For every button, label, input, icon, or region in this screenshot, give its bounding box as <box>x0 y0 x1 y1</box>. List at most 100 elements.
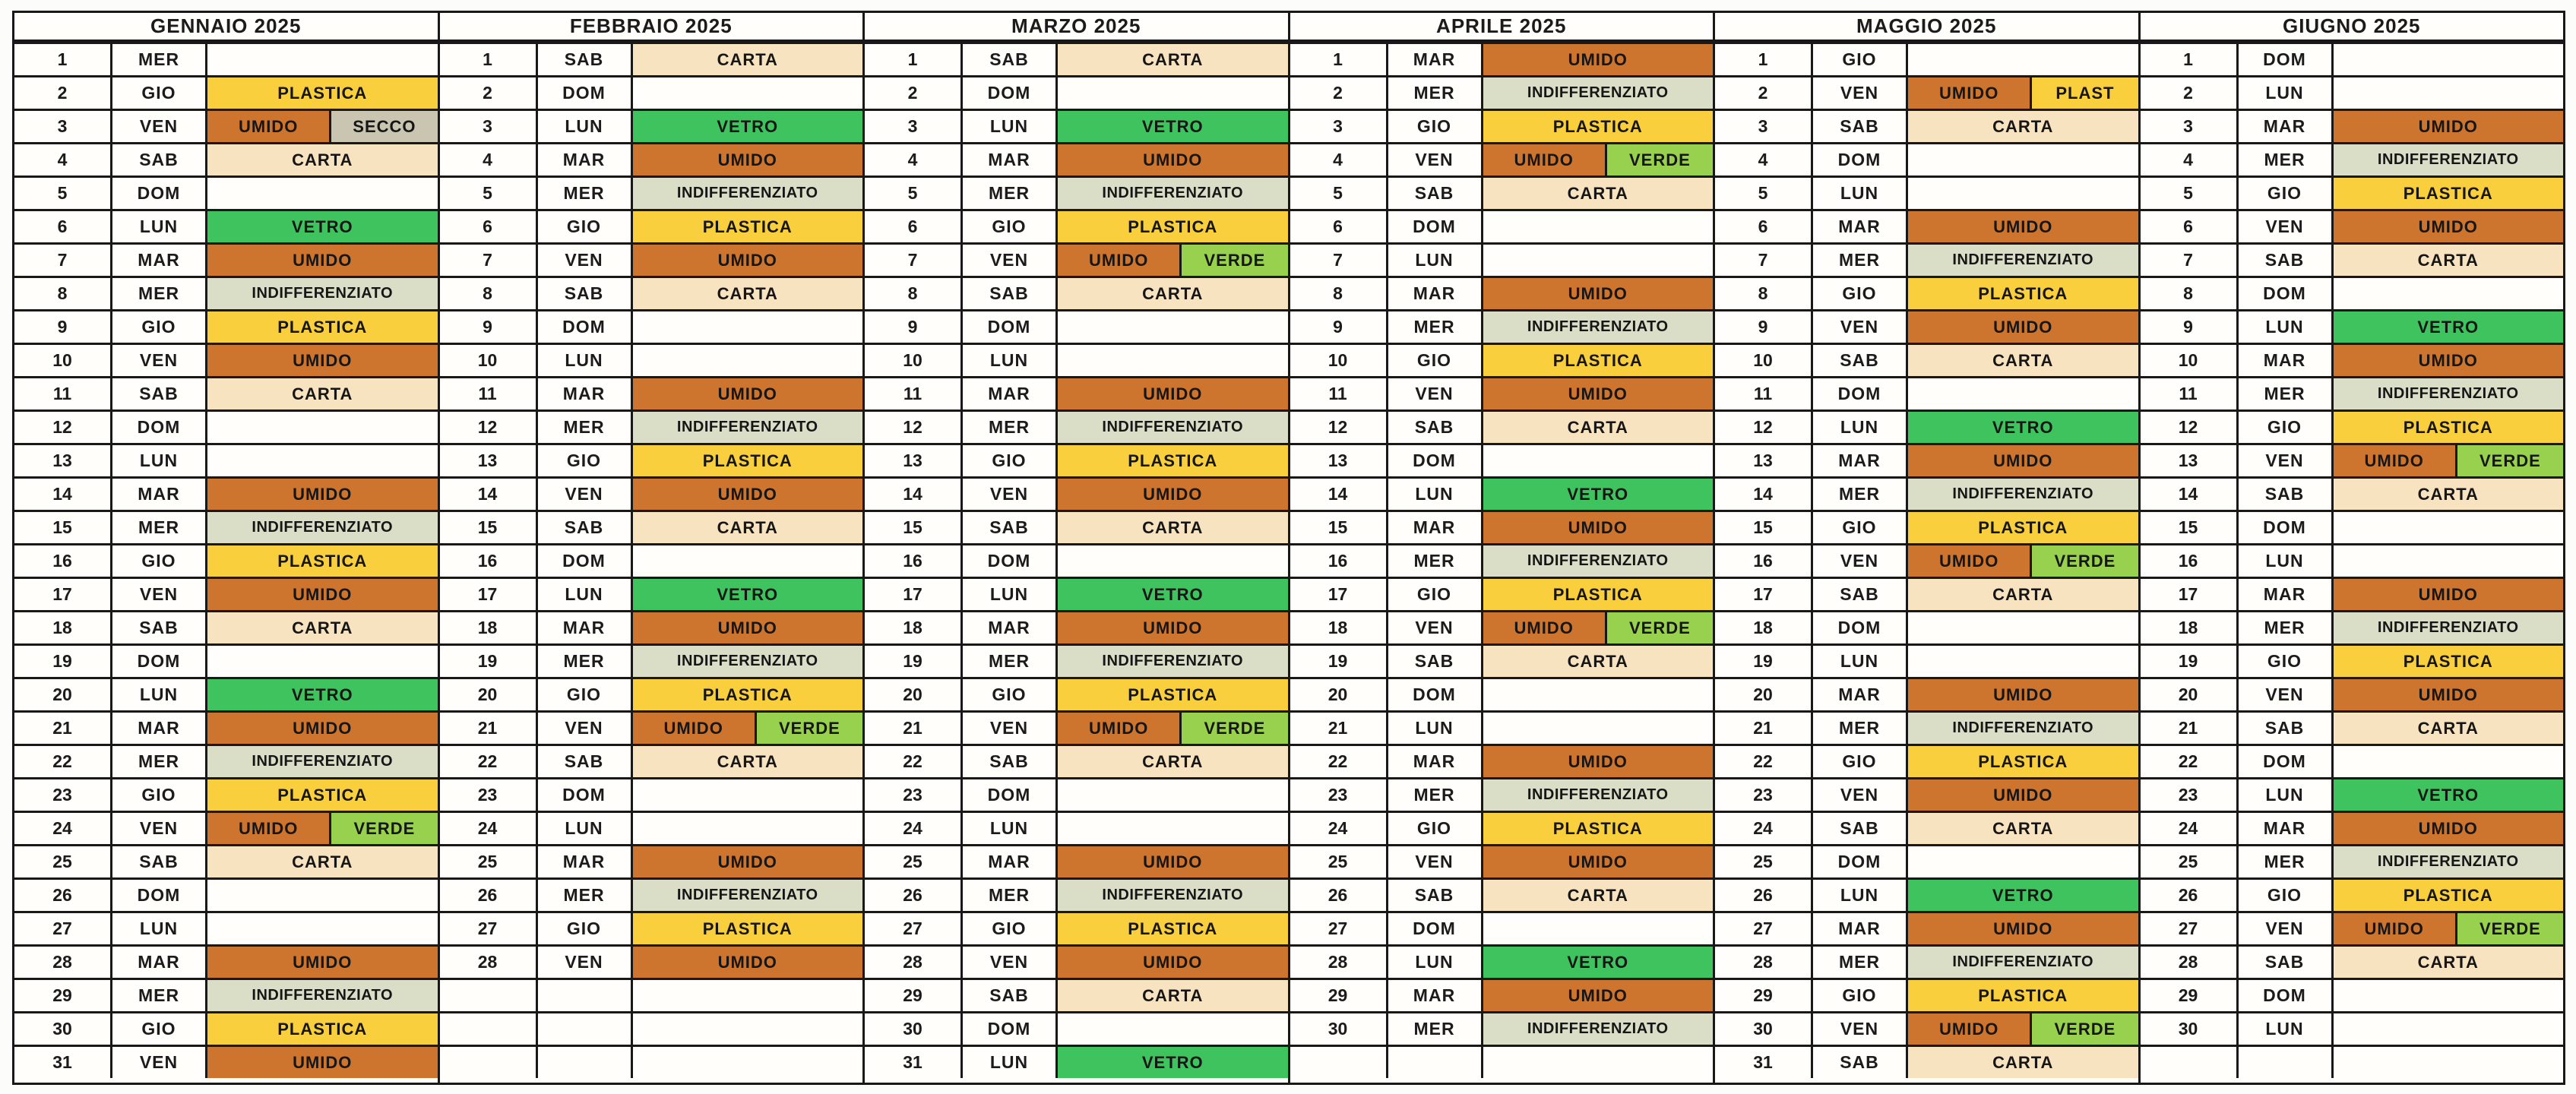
collection-cell <box>1483 679 1714 710</box>
bin-plastica: PLASTICA <box>2333 412 2563 443</box>
collection-cell: UMIDO <box>207 947 438 978</box>
day-row: 17 VEN UMIDO <box>14 577 438 610</box>
day-row: 2 GIO PLASTICA <box>14 75 438 109</box>
bin-indifferenziato: INDIFFERENZIATO <box>1483 545 1713 577</box>
day-name-cell: LUN <box>960 579 1058 610</box>
day-number-cell: 12 <box>1328 417 1348 437</box>
bin-umido: UMIDO <box>207 345 438 376</box>
collection-cell: CARTA <box>1483 412 1713 443</box>
bin-plastica: PLASTICA <box>207 1013 438 1045</box>
bin-umido: UMIDO <box>632 846 862 877</box>
day-number-cell: 12 <box>1753 417 1773 437</box>
collection-bins: PLASTICA <box>1908 278 2138 309</box>
collection-bins: UMIDO <box>1483 846 1713 877</box>
collection-bins: CARTA <box>1908 813 2138 844</box>
day-number-cell: 2 <box>2183 83 2193 103</box>
day-name-cell: MER <box>110 980 207 1011</box>
collection-cell: UMIDO <box>207 1047 438 1078</box>
day-name-cell: GIO <box>110 77 207 109</box>
day-row: 16 DOM <box>439 543 862 577</box>
day-number-cell: 21 <box>477 718 498 738</box>
day-name-cell: GIO <box>1811 980 1908 1011</box>
collection-cell: UMIDO <box>207 245 438 276</box>
collection-cell: CARTA <box>632 746 862 777</box>
collection-bins: CARTA <box>2333 713 2563 744</box>
day-number-cell: 28 <box>903 952 922 972</box>
day-number-cell: 10 <box>1753 350 1773 370</box>
day-number-cell: 1 <box>483 49 492 69</box>
day-number-cell: 17 <box>1328 584 1348 604</box>
bin-vetro: VETRO <box>2333 779 2563 811</box>
month-title: FEBBRAIO 2025 <box>439 13 862 42</box>
day-row: 30 LUN <box>2140 1011 2563 1045</box>
day-row: 10 LUN <box>865 343 1288 376</box>
collection-bins: INDIFFERENZIATO <box>1483 311 1713 343</box>
day-name-cell: LUN <box>1811 880 1908 911</box>
day-row: 17 SAB CARTA <box>1715 577 2138 610</box>
day-row: 16 LUN <box>2140 543 2563 577</box>
day-number-cell: 5 <box>907 183 918 203</box>
day-name-cell: MAR <box>1811 445 1908 476</box>
day-name-cell: MER <box>1385 1013 1483 1045</box>
bin-carta: CARTA <box>1908 813 2138 844</box>
day-number-cell: 5 <box>483 183 492 203</box>
collection-cell: PLASTICA <box>207 779 438 811</box>
collection-cell: UMIDO VERDE <box>1908 1013 2138 1045</box>
collection-cell: INDIFFERENZIATO <box>207 746 438 777</box>
day-number-cell: 22 <box>2178 751 2198 771</box>
day-number-cell: 11 <box>1753 384 1773 403</box>
day-row: 26 GIO PLASTICA <box>2140 877 2563 911</box>
collection-cell: PLASTICA <box>207 1013 438 1045</box>
collection-bins: VETRO <box>1483 947 1713 978</box>
day-row: 31 VEN UMIDO <box>14 1045 438 1078</box>
day-row: 21 MAR UMIDO <box>14 710 438 744</box>
day-name-cell: VEN <box>1385 144 1483 175</box>
bin-indifferenziato: INDIFFERENZIATO <box>632 178 862 209</box>
bin-plastica: PLASTICA <box>207 311 438 343</box>
collection-cell <box>633 779 863 811</box>
day-row: 5 LUN <box>1715 175 2138 209</box>
bin-indifferenziato: INDIFFERENZIATO <box>1483 779 1713 811</box>
bin-plastica: PLASTICA <box>2333 178 2563 209</box>
collection-cell <box>207 44 438 75</box>
day-row: 1 SAB CARTA <box>439 42 862 75</box>
bin-plastica: PLASTICA <box>1058 211 1288 242</box>
day-number-cell: 2 <box>907 83 918 103</box>
empty-filler-row <box>439 1011 862 1045</box>
collection-cell: UMIDO VERDE <box>207 813 438 844</box>
bin-umido: UMIDO <box>1058 245 1180 276</box>
day-number-cell: 28 <box>2178 952 2198 972</box>
day-number-cell: 25 <box>1753 852 1773 871</box>
bin-umido: UMIDO <box>1483 512 1713 543</box>
day-number-cell: 15 <box>903 517 922 537</box>
day-name-cell: VEN <box>2236 445 2334 476</box>
day-name-cell: MAR <box>110 245 207 276</box>
day-row: 4 DOM <box>1715 142 2138 175</box>
day-number-cell: 25 <box>903 852 922 871</box>
bin-indifferenziato: INDIFFERENZIATO <box>632 880 862 911</box>
collection-cell <box>633 980 863 1011</box>
month-maggio-2025: MAGGIO 2025 1 GIO 2 VEN UMIDO PLAST 3 SAB CARTA 4 D… <box>1713 11 2141 1085</box>
collection-bins: VETRO <box>207 211 438 242</box>
collection-cell: UMIDO VERDE <box>1058 713 1288 744</box>
day-name-cell: DOM <box>110 412 207 443</box>
day-row: 12 SAB CARTA <box>1290 409 1713 443</box>
month-marzo-2025: MARZO 2025 1 SAB CARTA 2 DOM 3 LUN VETRO 4 MAR UMID… <box>862 11 1290 1085</box>
day-row: 18 VEN UMIDO VERDE <box>1290 610 1713 643</box>
day-number-cell: 21 <box>1328 718 1348 738</box>
day-number-cell: 16 <box>2178 551 2198 571</box>
day-number-cell: 17 <box>903 584 922 604</box>
day-row: 26 DOM <box>14 877 438 911</box>
day-number-cell: 8 <box>57 283 68 303</box>
bin-plastica: PLASTICA <box>632 211 862 242</box>
collection-bins: UMIDO <box>1908 211 2138 242</box>
collection-bins: CARTA <box>2333 479 2563 510</box>
collection-bins: UMIDO <box>2333 345 2563 376</box>
collection-bins: CARTA <box>207 144 438 175</box>
collection-cell: CARTA <box>1058 746 1288 777</box>
collection-bins: UMIDO <box>1058 846 1288 877</box>
bin-carta: CARTA <box>1058 512 1288 543</box>
day-row: 29 DOM <box>2140 978 2563 1011</box>
day-row: 31 SAB CARTA <box>1715 1045 2138 1078</box>
collection-bins: UMIDO <box>207 345 438 376</box>
